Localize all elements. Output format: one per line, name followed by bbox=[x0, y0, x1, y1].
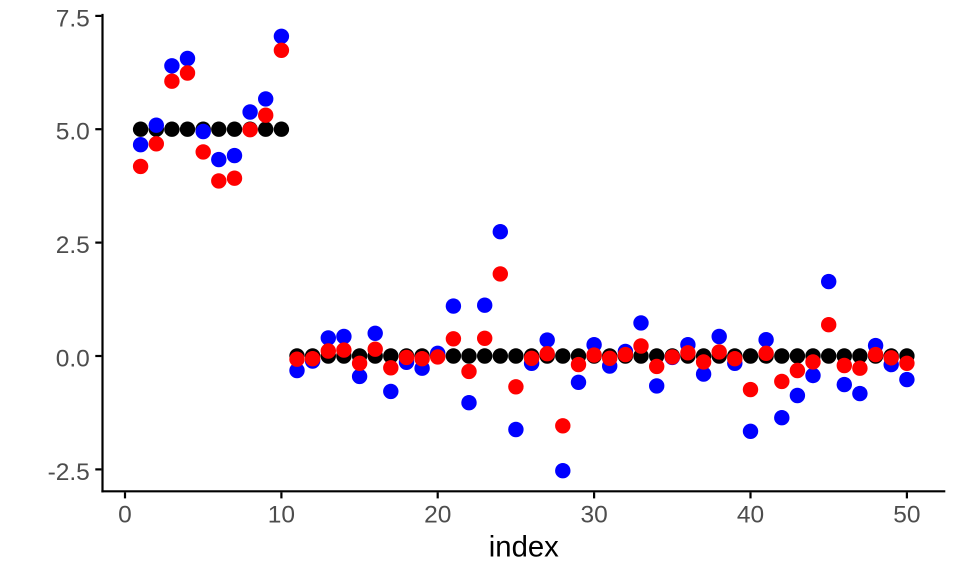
svg-text:-2.5: -2.5 bbox=[48, 459, 90, 486]
svg-text:20: 20 bbox=[424, 501, 451, 528]
svg-text:0: 0 bbox=[118, 501, 132, 528]
svg-text:7.5: 7.5 bbox=[56, 5, 90, 32]
svg-text:40: 40 bbox=[737, 501, 764, 528]
svg-text:index: index bbox=[489, 530, 559, 563]
svg-text:10: 10 bbox=[268, 501, 295, 528]
svg-text:50: 50 bbox=[893, 501, 920, 528]
svg-text:30: 30 bbox=[580, 501, 607, 528]
svg-text:0.0: 0.0 bbox=[56, 345, 90, 372]
svg-text:5.0: 5.0 bbox=[56, 119, 90, 146]
svg-text:2.5: 2.5 bbox=[56, 232, 90, 259]
